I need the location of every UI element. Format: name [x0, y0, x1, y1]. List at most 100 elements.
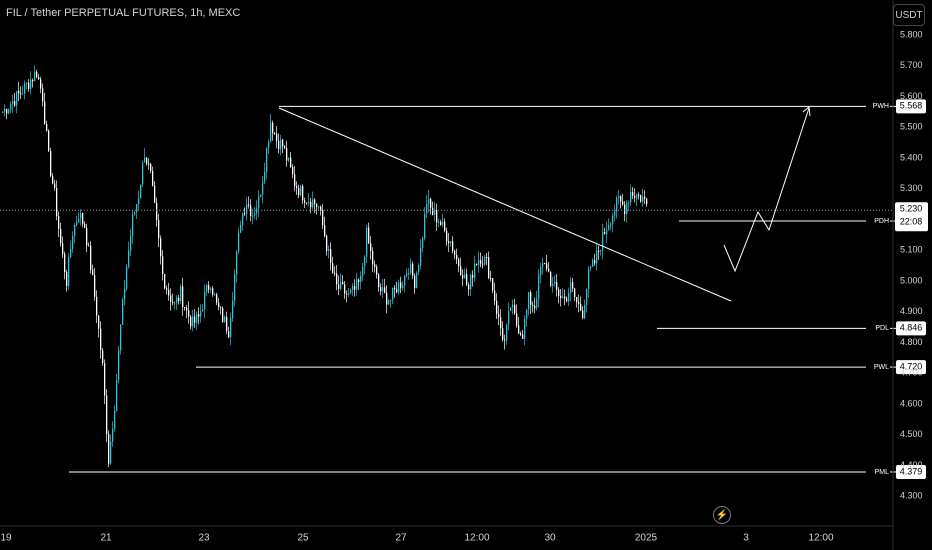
candle-body [262, 181, 264, 195]
price-tick-label: 4.500 [900, 429, 923, 439]
candle-body [586, 289, 588, 305]
candle-body [438, 221, 440, 223]
candle-body [196, 314, 198, 323]
candle-body [332, 263, 334, 273]
candle-body [82, 213, 84, 224]
candle-body [454, 251, 456, 255]
drawings-layer [0, 106, 893, 302]
candle-body [208, 285, 210, 290]
level-name-pml: PML [875, 469, 890, 476]
candle-body [340, 282, 342, 289]
candle-body [10, 104, 12, 110]
candle-body [14, 101, 16, 106]
candle-body [276, 133, 278, 141]
candle-body [444, 221, 446, 231]
candle-body [296, 186, 298, 188]
lightning-icon[interactable]: ⚡ [713, 506, 731, 524]
candle-body [298, 187, 300, 196]
candle-body [170, 295, 172, 302]
candle-body [346, 293, 348, 295]
candle-body [606, 229, 608, 235]
candle-body [478, 260, 480, 265]
candle-body [212, 288, 214, 295]
candle-body [464, 274, 466, 279]
candle-body [160, 238, 162, 257]
candle-body [384, 287, 386, 293]
candle-body [368, 227, 370, 244]
candle-body [536, 298, 538, 309]
candle-body [638, 194, 640, 196]
candle-body [50, 150, 52, 177]
candle-body [254, 213, 256, 216]
candle-body [618, 196, 620, 198]
candle-body [344, 284, 346, 294]
candle-body [288, 157, 290, 161]
candle-body [230, 318, 232, 338]
candle-body [124, 288, 126, 300]
candle-body [530, 292, 532, 305]
candle-body [200, 311, 202, 317]
candle-body [370, 243, 372, 251]
candle-body [432, 207, 434, 215]
candle-body [194, 316, 196, 323]
candle-body [392, 287, 394, 300]
candle-body [158, 220, 160, 239]
candle-body [68, 257, 70, 287]
candle-body [612, 215, 614, 225]
candle-body [220, 307, 222, 309]
candle-body [150, 164, 152, 171]
candle-body [226, 316, 228, 332]
candle-body [630, 192, 632, 203]
candle-body [224, 316, 226, 323]
candle-body [96, 296, 98, 316]
candle-body [270, 122, 272, 142]
candle-body [202, 309, 204, 312]
candle-body [388, 300, 390, 305]
candle-body [324, 225, 326, 237]
candle-body [90, 245, 92, 270]
candle-body [480, 260, 482, 264]
candle-body [174, 302, 176, 304]
time-tick-label: 2025 [635, 533, 658, 544]
candle-body [44, 101, 46, 124]
time-axis: 19 21 23 25 27 12:00 30 2025 3 12:00 [0, 525, 893, 544]
candle-body [564, 296, 566, 299]
candle-body [118, 349, 120, 380]
candle-body [358, 279, 360, 282]
candle-body [430, 198, 432, 208]
candle-body [132, 214, 134, 236]
candle-body [242, 213, 244, 225]
candle-body [168, 289, 170, 296]
candle-body [514, 304, 516, 314]
currency-button[interactable]: USDT [893, 4, 925, 26]
candle-body [232, 300, 234, 319]
candle-body [122, 299, 124, 325]
candle-body [382, 287, 384, 292]
candle-body [102, 350, 104, 364]
candle-body [328, 249, 330, 251]
candle-body [164, 274, 166, 289]
candle-body [108, 434, 110, 464]
candle-body [56, 187, 58, 217]
candle-body [646, 198, 648, 205]
candle-body [146, 157, 148, 164]
candle-body [598, 250, 600, 252]
candle-body [228, 331, 230, 338]
candle-body [450, 241, 452, 244]
level-name-pwh: PWH [873, 103, 889, 110]
candle-body [22, 93, 24, 95]
candle-body [140, 184, 142, 199]
candle-body [488, 257, 490, 278]
level-price-pwh: 5.568 [900, 101, 923, 111]
candle-body [166, 288, 168, 290]
candle-body [258, 196, 260, 209]
candle-body [156, 202, 158, 221]
candle-body [428, 198, 430, 205]
candle-body [482, 263, 484, 265]
candle-body [592, 260, 594, 267]
candle-body [510, 307, 512, 312]
candle-body [284, 146, 286, 149]
candle-body [38, 77, 40, 80]
